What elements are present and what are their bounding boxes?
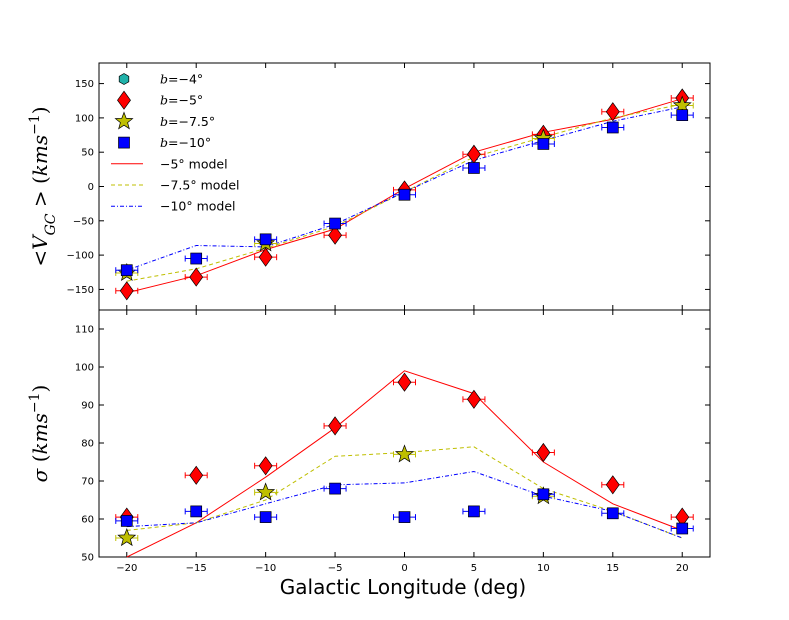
y-tick-label: 110 xyxy=(75,325,94,336)
data-point xyxy=(328,416,342,436)
model-line xyxy=(126,106,683,271)
data-point xyxy=(605,102,620,122)
legend-label: b=−5° xyxy=(160,93,203,108)
x-tick-label: 20 xyxy=(676,563,689,574)
data-point xyxy=(605,475,620,495)
x-tick-label: 10 xyxy=(537,563,550,574)
data-point xyxy=(189,267,204,287)
y-tick-label: 50 xyxy=(81,553,94,564)
model-line xyxy=(126,370,683,558)
data-point xyxy=(606,507,619,520)
x-tick-label: −15 xyxy=(186,563,207,574)
legend-marker xyxy=(114,111,134,130)
x-tick-label: 0 xyxy=(401,563,407,574)
legend-label: −10° model xyxy=(160,199,236,214)
legend-marker xyxy=(118,73,130,85)
top-velocity-panel: −150 −100 −50 0 50 100 150 <VGC > (kms−1) xyxy=(27,62,711,311)
data-point xyxy=(256,482,276,501)
legend-label: −5° model xyxy=(160,156,228,171)
legend: b=−4° b=−5° b=−7.5° b=−10° −5° model −7.5° mo… xyxy=(111,72,240,214)
data-point xyxy=(467,144,481,164)
x-tick-label: 15 xyxy=(606,563,619,574)
data-point xyxy=(606,121,619,134)
data-point xyxy=(117,528,137,547)
data-point xyxy=(119,281,134,301)
y-tick-label: 80 xyxy=(81,439,94,450)
legend-marker xyxy=(117,90,131,110)
y-tick-label: −100 xyxy=(67,251,94,262)
y-tick-label: −50 xyxy=(73,216,94,227)
x-tick-label: 5 xyxy=(471,563,477,574)
y-axis-label: <VGC > (kms−1) xyxy=(27,106,59,266)
data-point xyxy=(120,515,133,527)
legend-marker xyxy=(118,136,130,149)
data-point xyxy=(676,109,689,121)
data-point xyxy=(258,247,273,267)
y-tick-label: 60 xyxy=(81,515,94,526)
y-tick-label: 0 xyxy=(88,182,94,193)
y-tick-label: −150 xyxy=(67,285,94,296)
data-point xyxy=(120,264,133,277)
data-point xyxy=(329,217,341,230)
data-point xyxy=(189,465,204,485)
data-point xyxy=(329,482,341,495)
model-line xyxy=(126,103,683,282)
data-point xyxy=(259,233,272,246)
data-point xyxy=(190,252,203,265)
data-point xyxy=(398,511,411,523)
data-point xyxy=(394,444,415,463)
data-point xyxy=(397,372,412,392)
bottom-dispersion-panel: 50 60 70 80 90 100 110 −20 −15 −10 −5 0 5 10 15 20 σ (km… xyxy=(27,309,711,574)
y-tick-label: 50 xyxy=(81,148,94,159)
data-point xyxy=(468,162,480,174)
y-tick-label: 100 xyxy=(75,113,94,124)
x-tick-label: −5 xyxy=(328,563,343,574)
model-line xyxy=(126,446,683,539)
x-tick-label: −20 xyxy=(116,563,137,574)
data-point xyxy=(676,522,689,535)
data-point xyxy=(536,442,551,463)
x-tick-label: −10 xyxy=(255,563,276,574)
data-point xyxy=(467,389,481,409)
legend-label: b=−10° xyxy=(160,135,211,150)
y-tick-label: 90 xyxy=(81,401,94,412)
data-point xyxy=(190,505,203,518)
legend-label: b=−4° xyxy=(160,72,203,87)
legend-label: −7.5° model xyxy=(160,178,240,193)
x-axis-label: Galactic Longitude (deg) xyxy=(280,575,526,599)
y-axis-label: σ (kms−1) xyxy=(27,385,52,483)
data-point xyxy=(328,225,342,245)
data-point xyxy=(259,511,272,523)
legend-label: b=−7.5° xyxy=(160,114,215,129)
data-point xyxy=(468,505,480,518)
data-point xyxy=(537,138,550,150)
data-point xyxy=(398,188,411,201)
y-tick-label: 100 xyxy=(75,363,94,374)
data-point xyxy=(258,456,273,476)
model-line xyxy=(126,470,683,539)
data-point xyxy=(537,488,550,501)
y-tick-label: 150 xyxy=(75,79,94,90)
y-tick-label: 70 xyxy=(81,477,94,488)
